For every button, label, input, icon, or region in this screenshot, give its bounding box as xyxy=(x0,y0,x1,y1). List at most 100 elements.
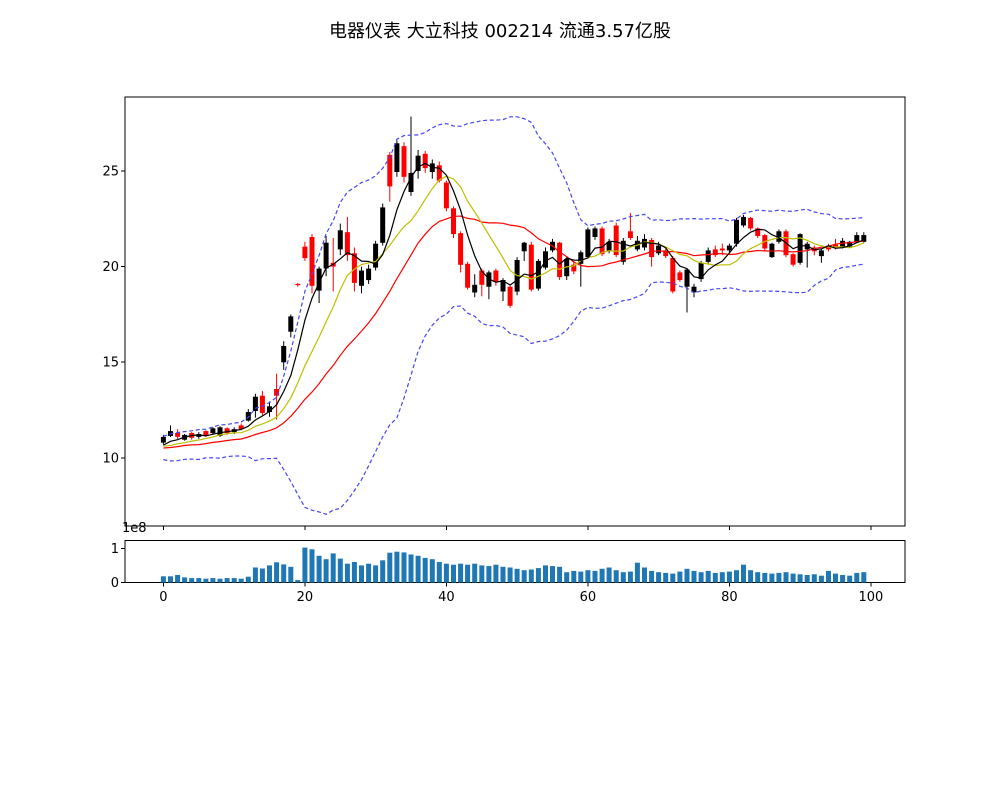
chart-title: 电器仪表 大立科技 002214 流通3.57亿股 xyxy=(329,21,671,42)
volume-bar xyxy=(833,573,838,583)
volume-bar xyxy=(316,555,322,583)
candle-body-down xyxy=(295,283,301,286)
volume-bar xyxy=(804,575,810,583)
bollinger-lower-line xyxy=(163,263,864,515)
candle-body-up xyxy=(500,280,506,292)
volume-axis-tick-marks xyxy=(121,547,872,587)
candle-body-up xyxy=(373,243,379,268)
volume-bar xyxy=(528,569,534,583)
ma20-line xyxy=(163,215,864,449)
candle-body-down xyxy=(670,258,676,292)
volume-bar xyxy=(535,568,541,583)
volume-bar xyxy=(373,565,379,583)
volume-bar xyxy=(422,557,428,583)
volume-bar xyxy=(182,577,188,583)
candle-body-down xyxy=(528,244,534,290)
volume-bar xyxy=(613,570,619,583)
volume-bar xyxy=(281,564,287,583)
volume-bar xyxy=(840,575,846,583)
candle-body-down xyxy=(344,232,350,256)
candle-body-down xyxy=(755,228,761,236)
volume-bar xyxy=(337,558,343,583)
volume-bar xyxy=(811,574,817,583)
ma10-line xyxy=(163,175,865,447)
volume-bar xyxy=(550,566,555,583)
candle-body-up xyxy=(797,234,803,263)
volume-bar xyxy=(196,578,202,583)
candle-body-up xyxy=(592,228,598,237)
candle-body-down xyxy=(422,153,428,169)
volume-bar xyxy=(458,563,464,583)
volume-bar xyxy=(762,572,768,583)
candle-body-down xyxy=(259,395,265,413)
volume-bar xyxy=(217,578,223,583)
candle-body-down xyxy=(302,246,308,259)
volume-bar xyxy=(245,576,251,583)
volume-bar xyxy=(677,571,683,583)
candle-body-down xyxy=(557,242,563,278)
indicator-lines-layer xyxy=(163,116,865,515)
volume-bar xyxy=(224,578,230,583)
volume-panel: 1e8 1 0 0 20 40 60 80 100 xyxy=(111,521,906,605)
candle-body-up xyxy=(585,229,591,258)
volume-bar xyxy=(769,573,775,583)
volume-bar xyxy=(606,567,612,583)
x-tick-label-80: 80 xyxy=(721,590,738,605)
candle-body-up xyxy=(337,230,343,250)
candle-body-up xyxy=(606,241,612,252)
volume-bar xyxy=(719,572,725,583)
candle-body-up xyxy=(394,143,400,172)
main-plot-border xyxy=(124,96,906,527)
volume-bar xyxy=(543,565,548,583)
volume-bar xyxy=(748,570,754,583)
volume-bar xyxy=(465,564,471,583)
volume-bar xyxy=(818,575,824,583)
volume-bar xyxy=(571,570,577,583)
price-tick-label-15: 15 xyxy=(102,356,119,371)
candle-body-up xyxy=(847,241,853,247)
candle-body-down xyxy=(748,217,754,229)
candle-body-up xyxy=(217,427,223,436)
candle-body-down xyxy=(479,270,485,285)
volume-bar xyxy=(797,574,803,583)
volume-bar xyxy=(288,566,294,583)
candle-body-up xyxy=(656,245,662,254)
candle-body-up xyxy=(408,172,414,192)
candle-body-down xyxy=(451,208,456,235)
volume-bar xyxy=(790,573,796,583)
volume-bar xyxy=(564,572,570,583)
volume-bar xyxy=(429,559,435,583)
volume-bar xyxy=(627,571,633,583)
volume-bar xyxy=(670,573,676,583)
candles-layer xyxy=(160,116,867,445)
volume-bar xyxy=(634,562,640,583)
candle-body-down xyxy=(351,253,357,283)
candle-body-up xyxy=(415,155,421,171)
volume-bar xyxy=(479,565,485,583)
volume-bar xyxy=(231,578,237,583)
candle-body-down xyxy=(436,165,442,181)
volume-bar xyxy=(436,562,442,583)
ma5-line xyxy=(163,162,865,446)
volume-bar xyxy=(344,563,350,583)
volume-bar xyxy=(309,549,315,583)
volume-bar xyxy=(267,565,272,583)
x-tick-label-60: 60 xyxy=(580,590,597,605)
candle-body-down xyxy=(458,233,464,265)
volume-bar xyxy=(712,572,718,583)
volume-tick-label-1: 1 xyxy=(111,542,119,557)
candle-body-up xyxy=(861,235,867,242)
candle-body-up xyxy=(726,245,732,251)
price-panel: 25 20 15 10 xyxy=(102,96,906,530)
candle-body-up xyxy=(578,252,584,264)
candle-body-up xyxy=(769,243,775,258)
volume-bar xyxy=(259,568,265,583)
candle-body-down xyxy=(627,231,633,238)
volume-bar xyxy=(210,578,216,583)
candle-body-down xyxy=(493,270,499,282)
volume-bar xyxy=(323,559,329,583)
candle-body-up xyxy=(698,262,704,280)
candle-body-up xyxy=(281,346,287,363)
candle-body-up xyxy=(741,216,746,226)
